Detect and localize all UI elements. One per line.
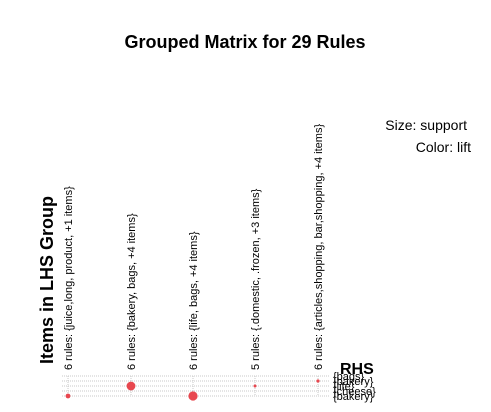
rhs-item-label: {bags} [333,371,365,383]
rhs-item-label: {cheese} [333,386,376,398]
rhs-labels: {bags}{bakery}{life}{cheese}{bakery} [333,371,376,403]
lhs-group-labels: 6 rules: {juice,long, product, +1 items}… [63,124,325,370]
rule-point [188,391,198,401]
legend-color-label: Color: lift [416,139,471,155]
rhs-title: RHS [340,361,374,378]
rule-point [126,381,136,391]
data-points [65,379,320,401]
rule-point [65,393,71,399]
rhs-item-label: {bakery} [333,391,374,403]
lhs-group-label: 6 rules: {juice,long, product, +1 items} [63,186,75,370]
legend-size-label: Size: support [385,117,467,133]
lhs-group-label: 6 rules: {bakery, bags, +4 items} [126,213,138,370]
lhs-group-label: 6 rules: {articles,shopping, bar,shoppin… [313,124,325,370]
lhs-group-label: 5 rules: {.domestic, .frozen, +3 items} [250,188,262,370]
chart-title: Grouped Matrix for 29 Rules [124,32,365,52]
y-axis-label: Items in LHS Group [37,196,57,364]
lhs-group-label: 6 rules: {life, bags, +4 items} [188,231,200,370]
rule-point [316,379,320,383]
rule-point [253,384,257,388]
rhs-item-label: {life} [333,381,355,393]
rhs-item-label: {bakery} [333,376,374,388]
